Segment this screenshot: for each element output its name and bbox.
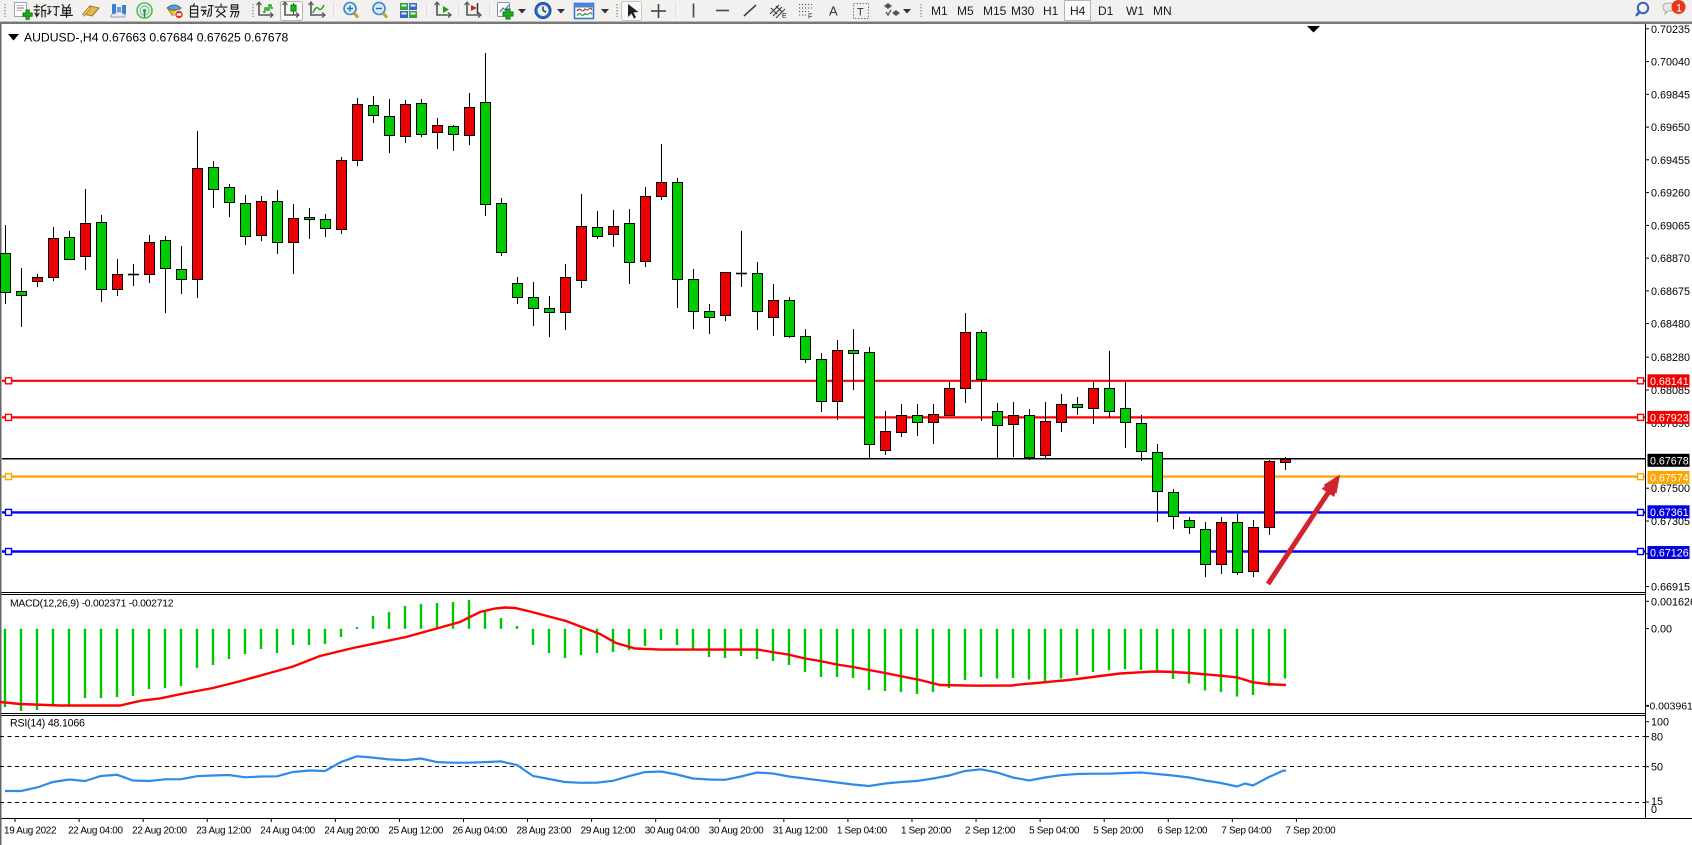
svg-text:15: 15 <box>1651 796 1663 808</box>
svg-text:0.70040: 0.70040 <box>1651 57 1690 69</box>
svg-text:0.68141: 0.68141 <box>1650 376 1689 388</box>
svg-text:E: E <box>782 13 787 20</box>
svg-text:0.67574: 0.67574 <box>1650 472 1689 484</box>
svg-text:0.70235: 0.70235 <box>1651 24 1690 36</box>
svg-text:M5: M5 <box>957 4 974 18</box>
svg-text:AUDUSD-,H4 0.67663 0.67684 0.: AUDUSD-,H4 0.67663 0.67684 0.67625 0.676… <box>24 31 288 45</box>
svg-text:31 Aug 12:00: 31 Aug 12:00 <box>773 826 828 837</box>
svg-text:M15: M15 <box>983 4 1007 18</box>
svg-text:0.66915: 0.66915 <box>1651 582 1690 594</box>
svg-text:6 Sep 12:00: 6 Sep 12:00 <box>1157 826 1208 837</box>
svg-text:19 Aug 2022: 19 Aug 2022 <box>4 826 56 837</box>
svg-text:MN: MN <box>1153 4 1172 18</box>
svg-text:28 Aug 23:00: 28 Aug 23:00 <box>517 826 572 837</box>
svg-text:80: 80 <box>1651 731 1663 743</box>
svg-text:7 Sep 20:00: 7 Sep 20:00 <box>1285 826 1336 837</box>
svg-text:0.67500: 0.67500 <box>1651 483 1690 495</box>
svg-text:0.69845: 0.69845 <box>1651 89 1690 101</box>
svg-text:0.69260: 0.69260 <box>1651 188 1690 200</box>
svg-text:24 Aug 20:00: 24 Aug 20:00 <box>324 826 379 837</box>
svg-text:T: T <box>857 7 864 19</box>
svg-text:D1: D1 <box>1098 4 1114 18</box>
svg-text:0: 0 <box>1651 804 1657 816</box>
svg-text:RSI(14) 48.1066: RSI(14) 48.1066 <box>10 718 85 730</box>
svg-text:W1: W1 <box>1126 4 1144 18</box>
svg-text:24 Aug 04:00: 24 Aug 04:00 <box>260 826 315 837</box>
svg-text:0.67305: 0.67305 <box>1651 516 1690 528</box>
svg-text:26 Aug 04:00: 26 Aug 04:00 <box>452 826 507 837</box>
svg-text:25 Aug 12:00: 25 Aug 12:00 <box>388 826 443 837</box>
svg-text:1 Sep 20:00: 1 Sep 20:00 <box>901 826 952 837</box>
svg-text:-0.003961: -0.003961 <box>1646 701 1692 712</box>
svg-text:30 Aug 04:00: 30 Aug 04:00 <box>645 826 700 837</box>
svg-text:0.001626: 0.001626 <box>1651 596 1692 608</box>
svg-text:5 Sep 04:00: 5 Sep 04:00 <box>1029 826 1080 837</box>
svg-text:MACD(12,26,9) -0.002371 -0.002: MACD(12,26,9) -0.002371 -0.002712 <box>10 599 174 610</box>
svg-text:0.68870: 0.68870 <box>1651 253 1690 265</box>
svg-text:H4: H4 <box>1070 4 1086 18</box>
svg-text:29 Aug 12:00: 29 Aug 12:00 <box>581 826 636 837</box>
svg-text:0.68675: 0.68675 <box>1651 286 1690 298</box>
svg-text:22 Aug 20:00: 22 Aug 20:00 <box>132 826 187 837</box>
svg-text:M30: M30 <box>1011 4 1035 18</box>
svg-text:H1: H1 <box>1043 4 1059 18</box>
svg-text:30 Aug 20:00: 30 Aug 20:00 <box>709 826 764 837</box>
svg-text:0.67361: 0.67361 <box>1650 507 1689 519</box>
svg-text:0.68480: 0.68480 <box>1651 319 1690 331</box>
svg-text:100: 100 <box>1651 717 1669 729</box>
svg-text:0.68085: 0.68085 <box>1651 385 1690 397</box>
svg-text:2 Sep 12:00: 2 Sep 12:00 <box>965 826 1016 837</box>
svg-text:1 Sep 04:00: 1 Sep 04:00 <box>837 826 888 837</box>
svg-text:0.69455: 0.69455 <box>1651 155 1690 167</box>
svg-text:A: A <box>829 4 838 19</box>
svg-text:23 Aug 12:00: 23 Aug 12:00 <box>196 826 251 837</box>
svg-text:0.67126: 0.67126 <box>1650 548 1689 560</box>
svg-text:1: 1 <box>1676 3 1682 15</box>
svg-text:50: 50 <box>1651 762 1663 774</box>
svg-text:5 Sep 20:00: 5 Sep 20:00 <box>1093 826 1144 837</box>
svg-text:0.69065: 0.69065 <box>1651 220 1690 232</box>
svg-text:0.69650: 0.69650 <box>1651 122 1690 134</box>
svg-text:0.67923: 0.67923 <box>1650 412 1689 424</box>
svg-text:7 Sep 04:00: 7 Sep 04:00 <box>1221 826 1272 837</box>
svg-text:F: F <box>808 14 812 21</box>
svg-text:0.67678: 0.67678 <box>1650 455 1689 467</box>
svg-text:M1: M1 <box>931 4 948 18</box>
svg-text:0.00: 0.00 <box>1651 624 1672 636</box>
svg-text:22 Aug 04:00: 22 Aug 04:00 <box>68 826 123 837</box>
svg-text:0.68280: 0.68280 <box>1651 352 1690 364</box>
